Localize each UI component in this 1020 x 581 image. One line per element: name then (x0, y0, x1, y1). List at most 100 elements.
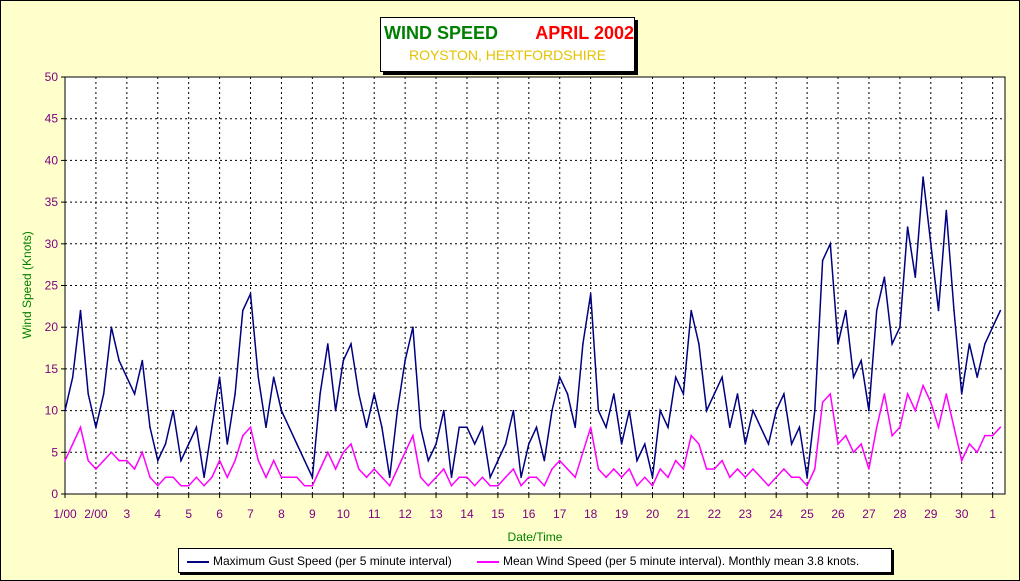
mean-data-point (930, 401, 932, 404)
x-tick-label: 17 (553, 507, 567, 521)
mean-data-point (504, 476, 507, 479)
mean-data-point (945, 393, 948, 395)
gust-data-point (481, 426, 484, 429)
mean-data-point (396, 468, 399, 470)
gust-data-point (674, 376, 677, 379)
mean-data-point (187, 484, 190, 487)
mean-data-point (821, 401, 824, 404)
x-tick-label: 28 (893, 507, 907, 521)
mean-series-line (64, 383, 1001, 488)
mean-data-point (95, 468, 97, 470)
mean-data-point (296, 476, 298, 479)
gust-data-point (512, 409, 515, 412)
mean-data-point (875, 426, 878, 429)
mean-data-point (327, 451, 329, 454)
mean-data-point (528, 476, 530, 479)
mean-data-point (226, 476, 229, 479)
mean-data-point (551, 468, 553, 470)
mean-data-point (845, 434, 847, 437)
gust-data-point (71, 376, 74, 379)
mean-data-point (999, 426, 1002, 429)
gust-data-point (164, 443, 167, 445)
mean-data-point (659, 468, 661, 470)
grid-lines (65, 77, 1005, 494)
mean-data-point (558, 459, 561, 462)
title-main: WIND SPEED (384, 23, 499, 43)
gust-data-point (412, 326, 414, 329)
title-location: ROYSTON, HERTFORDSHIRE (408, 47, 607, 63)
gust-data-point (458, 426, 461, 429)
x-tick-label: 15 (491, 507, 505, 521)
mean-data-point (257, 459, 260, 462)
gust-data-point (960, 393, 963, 395)
mean-data-point (899, 426, 901, 429)
legend: Maximum Gust Speed (per 5 minute interva… (178, 548, 892, 573)
mean-data-point (891, 434, 893, 437)
mean-data-point (535, 476, 538, 479)
mean-data-point (860, 443, 862, 445)
gust-data-point (798, 426, 801, 429)
gust-data-point (450, 476, 453, 479)
mean-data-point (87, 459, 89, 462)
mean-data-point (303, 484, 306, 487)
mean-data-point (195, 476, 198, 479)
gust-data-point (759, 426, 762, 429)
mean-data-point (566, 468, 569, 470)
mean-data-point (968, 443, 971, 445)
gust-data-point (350, 343, 352, 345)
gust-data-point (535, 426, 538, 429)
gust-data-point (249, 293, 252, 295)
mean-data-point (628, 468, 631, 470)
gust-data-point (272, 376, 275, 379)
mean-data-point (937, 426, 940, 429)
gust-data-point (999, 309, 1002, 312)
mean-data-point (953, 426, 955, 429)
x-tick-label: 29 (924, 507, 938, 521)
mean-data-point (705, 468, 708, 470)
gust-data-point (211, 426, 213, 429)
gust-data-point (334, 409, 337, 412)
mean-data-point (311, 484, 314, 487)
mean-data-point (814, 468, 816, 470)
gust-data-point (102, 393, 105, 395)
mean-data-point (180, 484, 182, 487)
mean-data-point (435, 476, 437, 479)
legend-item-gust: Maximum Gust Speed (per 5 minute interva… (187, 554, 452, 568)
gust-data-point (95, 426, 97, 429)
x-tick-label: 10 (337, 507, 351, 521)
mean-data-point (157, 484, 159, 487)
gust-data-point (79, 309, 82, 312)
mean-data-point (466, 476, 468, 479)
mean-data-point (914, 409, 917, 412)
y-tick-label: 5 (51, 445, 58, 459)
mean-data-point (729, 476, 731, 479)
gust-data-point (690, 309, 692, 312)
gust-data-point (628, 409, 631, 412)
gust-data-point (141, 359, 144, 362)
gust-data-point (976, 376, 978, 379)
mean-data-point (736, 468, 739, 470)
y-tick-label: 40 (45, 153, 59, 167)
mean-data-point (644, 476, 646, 479)
gust-data-point (991, 326, 994, 329)
y-tick-label: 0 (51, 487, 58, 501)
y-tick-label: 35 (45, 195, 59, 209)
mean-data-point (852, 451, 855, 454)
mean-data-point (218, 459, 221, 462)
mean-data-point (744, 476, 747, 479)
x-tick-label: 19 (615, 507, 629, 521)
gust-data-point (265, 426, 267, 429)
gust-data-point (288, 426, 291, 429)
legend-swatch-gust (187, 560, 209, 563)
gust-data-point (404, 359, 406, 362)
gust-data-point (396, 409, 399, 412)
mean-data-point (605, 476, 607, 479)
gust-data-point (644, 443, 646, 445)
y-tick-label: 50 (45, 70, 59, 84)
mean-data-point (960, 459, 963, 462)
x-tick-label: 14 (460, 507, 474, 521)
gust-data-point (636, 459, 638, 462)
gust-data-point (651, 476, 654, 479)
mean-data-point (334, 468, 337, 470)
